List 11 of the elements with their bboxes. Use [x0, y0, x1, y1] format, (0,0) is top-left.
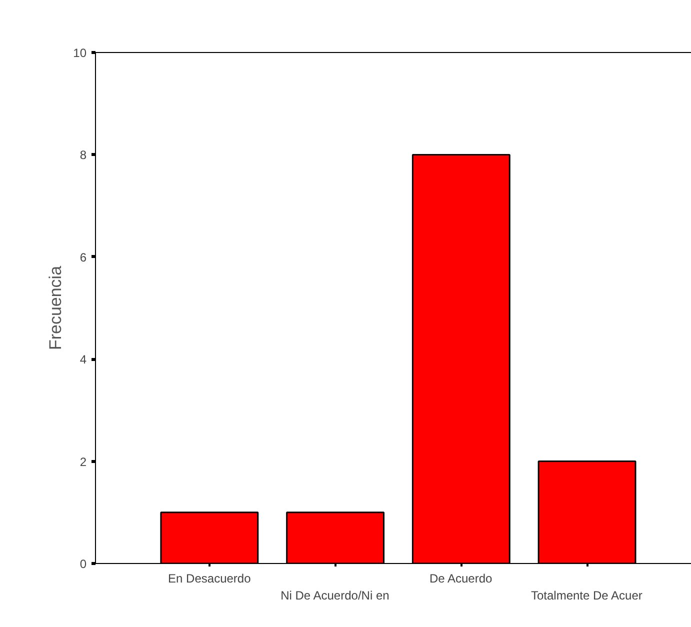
x-tick-label: Ni De Acuerdo/Ni en [280, 588, 390, 602]
y-tick-label: 10 [73, 46, 87, 60]
y-axis-title: Frecuencia [46, 265, 66, 350]
x-tick-label: De Acuerdo [429, 572, 493, 586]
y-tick-label: 0 [80, 557, 87, 571]
x-tick-label: En Desacuerdo [168, 572, 252, 586]
y-tick-label: 2 [80, 454, 87, 469]
y-tick-label: 8 [80, 148, 87, 162]
x-tick-label: Totalmente De Acuer [531, 588, 642, 602]
y-tick-label: 6 [80, 250, 87, 264]
y-tick-label: 4 [80, 352, 87, 367]
